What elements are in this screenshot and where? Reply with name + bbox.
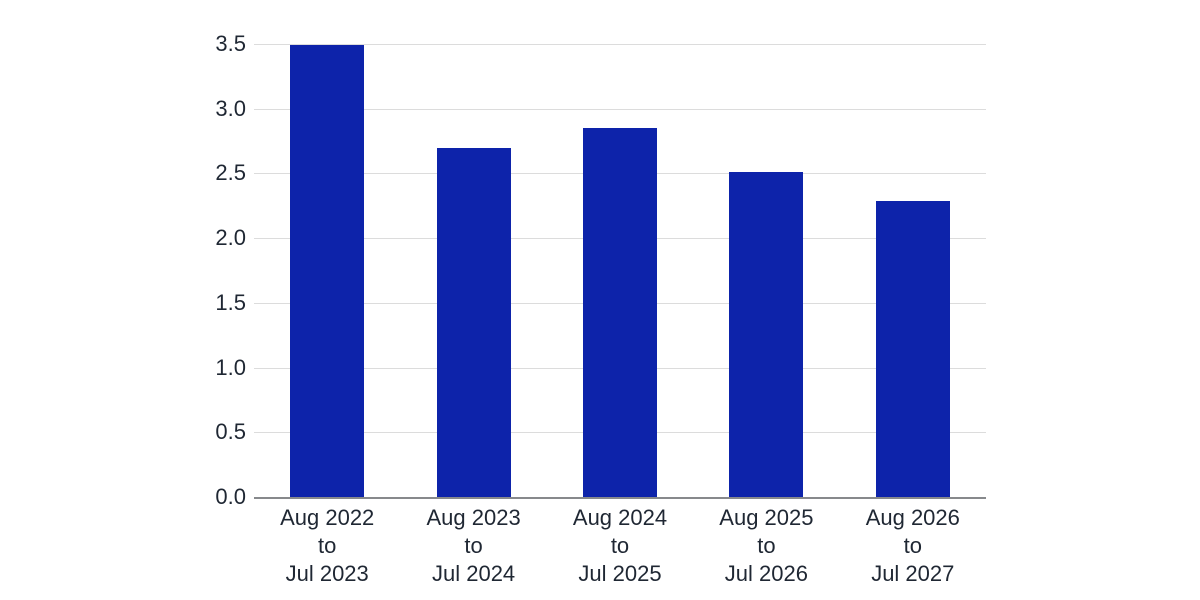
x-tick-label-aug-2022-to-jul-2023: Aug 2022 to Jul 2023 [280,505,375,586]
y-tick-label-2.5: 2.5 [215,160,246,186]
x-tick-label-aug-2026-to-jul-2027: Aug 2026 to Jul 2027 [865,505,960,586]
x-tick-label-aug-2024-to-jul-2025: Aug 2024 to Jul 2025 [572,505,668,586]
bar-aug-2024-to-jul-2025 [583,128,657,497]
y-tick-label-1.5: 1.5 [215,289,246,315]
gridline-y-3.0 [254,108,986,110]
x-tick-label-aug-2025-to-jul-2026: Aug 2025 to Jul 2026 [719,505,814,586]
y-tick-label-3.5: 3.5 [215,31,246,56]
y-tick-label-0.0: 0.0 [215,484,246,509]
bar-aug-2025-to-jul-2026 [729,172,804,497]
gridline-y-3.5 [254,44,986,45]
bar-aug-2026-to-jul-2027 [875,200,950,497]
y-tick-label-1.0: 1.0 [215,354,246,380]
plot-area [254,44,986,499]
x-axis-baseline [254,497,986,499]
y-tick-label-2.0: 2.0 [215,225,246,251]
bar-aug-2022-to-jul-2023 [290,45,365,497]
y-tick-label-0.5: 0.5 [215,419,246,445]
bar-aug-2023-to-jul-2024 [436,147,511,497]
y-tick-label-3.0: 3.0 [215,95,246,121]
x-tick-label-aug-2023-to-jul-2024: Aug 2023 to Jul 2024 [426,505,521,586]
